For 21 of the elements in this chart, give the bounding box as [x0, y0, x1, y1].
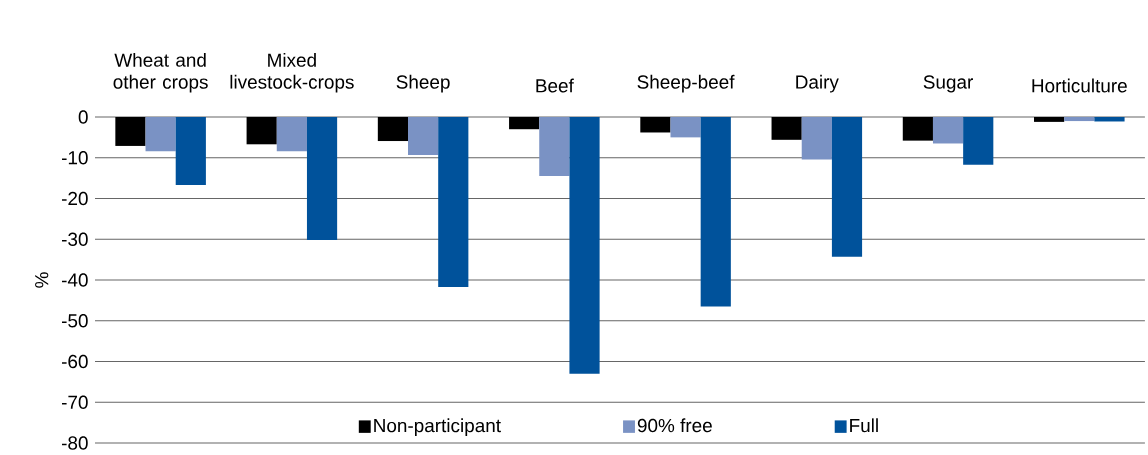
legend-label: Full: [850, 418, 878, 433]
y-tick-label: -30: [61, 232, 88, 246]
legend-label: 90% free: [637, 418, 712, 433]
y-tick-label: -80: [61, 436, 88, 450]
y-tick-label: -60: [61, 354, 88, 369]
y-tick-label: -50: [61, 314, 88, 328]
x-tick-label: Sheep-beef: [637, 74, 735, 93]
x-tick-label: Wheat and other crops: [113, 52, 208, 93]
y-axis-title: %: [35, 272, 49, 288]
x-tick-label: Beef: [536, 78, 574, 93]
x-tick-label: Sheep: [396, 74, 450, 93]
y-tick-label: -10: [61, 151, 88, 165]
y-tick-label: 0: [78, 110, 88, 124]
y-tick-label: -70: [61, 395, 88, 409]
legend-label: Non-participant: [374, 418, 501, 436]
x-tick-label: Sugar: [923, 75, 973, 93]
x-tick-label: Mixed livestock-crops: [230, 52, 354, 93]
x-tick-label: Horticulture: [1032, 78, 1127, 93]
y-tick-label: -40: [61, 273, 88, 287]
x-tick-label: Dairy: [796, 74, 839, 93]
y-tick-label: -20: [61, 191, 88, 206]
